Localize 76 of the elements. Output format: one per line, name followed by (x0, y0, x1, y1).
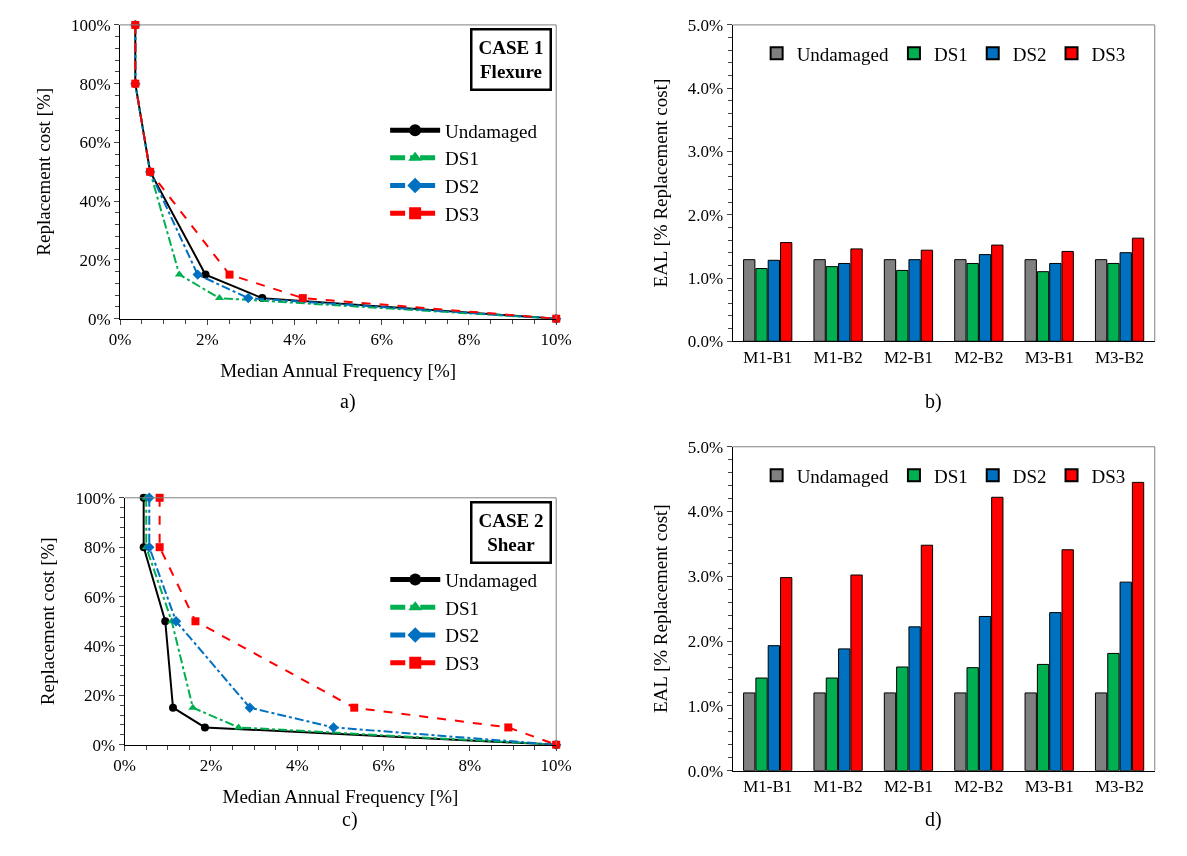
x-tick-label: M2-B2 (954, 777, 1004, 797)
y-tick-label: 1.0% (687, 268, 724, 288)
legend-label: DS3 (1091, 465, 1126, 487)
y-tick-label: 100% (75, 488, 116, 508)
y-tick-label: 40% (79, 192, 111, 212)
y-tick-label: 2.0% (687, 632, 724, 652)
x-tick-label: 4% (283, 330, 306, 350)
x-tick-label: M2-B1 (883, 347, 934, 367)
legend-label: DS1 (445, 597, 480, 619)
text: b) (925, 390, 942, 413)
x-tick-label: M3-B1 (1024, 777, 1074, 797)
x-tick-label: 6% (370, 330, 394, 350)
y-tick-label: 5.0% (687, 15, 724, 35)
legend-label: Undamaged (445, 120, 538, 142)
y-tick-label: 100% (70, 15, 111, 35)
y-tick-label: 20% (79, 250, 111, 270)
x-tick-label: 0% (113, 756, 137, 776)
x-tick-label: M2-B2 (954, 347, 1004, 367)
x-tick-label: M1-B1 (743, 347, 793, 367)
y-tick-label: 0% (92, 735, 116, 755)
legend-label: DS1 (933, 465, 968, 487)
y-tick-label: 0.0% (687, 761, 724, 781)
x-tick-label: 4% (285, 756, 309, 776)
legend-label: Undamaged (796, 465, 889, 487)
text: c) (342, 808, 358, 831)
x-tick-label: 10% (540, 756, 572, 776)
y-tick-label: 60% (84, 587, 116, 607)
y-tick-label: 2.0% (687, 205, 724, 225)
y-tick-label: 80% (84, 538, 116, 558)
x-axis-title: Median Annual Frequency [%] (220, 359, 457, 381)
x-tick-label: 8% (457, 330, 481, 350)
x-tick-label: 2% (199, 756, 223, 776)
legend-label: DS2 (445, 625, 480, 647)
y-tick-label: 4.0% (687, 502, 724, 522)
legend-label: Undamaged (445, 570, 538, 592)
y-tick-label: 60% (79, 133, 111, 153)
legend-label: Undamaged (796, 43, 889, 65)
legend-label: DS1 (445, 148, 479, 170)
y-tick-label: 0.0% (687, 332, 724, 352)
x-tick-label: M3-B2 (1095, 347, 1145, 367)
annotation: CASE 1 Flexure (478, 36, 544, 83)
y-tick-label: 40% (84, 636, 116, 656)
y-tick-label: 5.0% (687, 437, 724, 457)
legend-label: DS1 (933, 43, 968, 65)
annotation: CASE 2 Shear (478, 509, 544, 556)
y-tick-label: 1.0% (687, 696, 724, 716)
y-tick-label: 0% (87, 309, 111, 329)
x-tick-label: M3-B2 (1095, 777, 1145, 797)
y-tick-label: 3.0% (687, 142, 724, 162)
legend-label: DS2 (445, 175, 479, 197)
y-tick-label: 3.0% (687, 567, 724, 587)
text: d) (925, 808, 942, 831)
legend-label: DS2 (1012, 43, 1047, 65)
y-tick-label: 4.0% (687, 79, 724, 99)
text: a) (340, 390, 356, 413)
x-tick-label: 6% (372, 756, 395, 776)
x-tick-label: M1-B2 (813, 777, 863, 797)
x-tick-label: 8% (458, 756, 482, 776)
y-tick-label: 20% (84, 686, 116, 706)
legend-label: DS3 (445, 203, 479, 225)
x-axis-title: Median Annual Frequency [%] (222, 785, 459, 807)
legend-label: DS3 (445, 653, 480, 675)
x-tick-label: M2-B1 (883, 777, 934, 797)
legend-label: DS3 (1091, 43, 1126, 65)
legend-label: DS2 (1012, 465, 1047, 487)
y-axis-title: EAL [% Replacement cost] (649, 504, 671, 714)
x-tick-label: 0% (108, 330, 132, 350)
x-tick-label: 2% (195, 330, 219, 350)
x-tick-label: M1-B2 (813, 347, 863, 367)
y-axis-title: Replacement cost [%] (32, 87, 54, 256)
x-tick-label: M3-B1 (1024, 347, 1074, 367)
y-axis-title: Replacement cost [%] (37, 537, 59, 706)
x-tick-label: 10% (540, 330, 572, 350)
y-axis-title: EAL [% Replacement cost] (649, 78, 671, 288)
x-tick-label: M1-B1 (743, 777, 793, 797)
y-tick-label: 80% (79, 74, 111, 94)
